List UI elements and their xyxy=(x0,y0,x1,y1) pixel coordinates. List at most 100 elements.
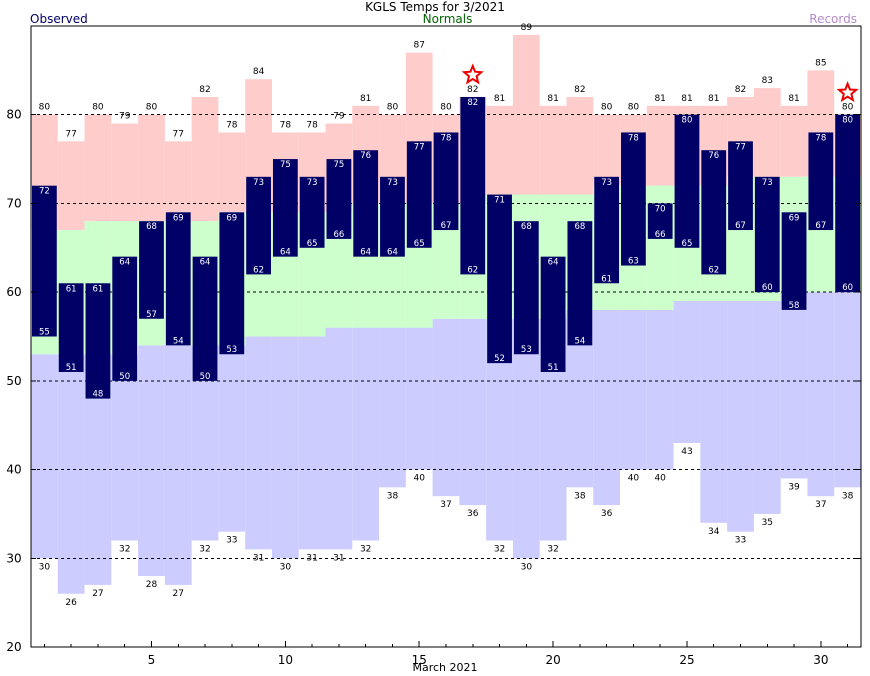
record-low-band-day-5 xyxy=(138,345,165,577)
record-low-band-day-14 xyxy=(379,327,406,488)
record-low-band-day-13 xyxy=(352,327,380,541)
observed-low-label-day-23: 63 xyxy=(628,257,639,267)
observed-low-label-day-1: 55 xyxy=(39,328,50,338)
record-low-band-day-15 xyxy=(405,327,433,470)
record-high-label-day-13: 81 xyxy=(360,94,371,104)
record-low-label-day-12: 31 xyxy=(333,553,344,563)
record-low-band-group xyxy=(31,292,861,594)
record-low-band-day-17 xyxy=(459,318,487,506)
record-low-label-day-20: 32 xyxy=(547,545,558,555)
observed-low-label-day-7: 50 xyxy=(200,372,211,382)
record-high-label-day-30: 85 xyxy=(815,58,826,68)
observed-low-label-day-2: 51 xyxy=(66,363,77,373)
record-low-band-day-2 xyxy=(57,354,85,594)
record-low-label-day-16: 37 xyxy=(440,500,451,510)
record-low-band-day-12 xyxy=(325,327,353,550)
record-high-band-day-29 xyxy=(780,105,808,177)
observed-bar-day-24 xyxy=(647,203,673,239)
observed-low-label-day-10: 64 xyxy=(280,248,291,258)
x-tick-label-10: 10 xyxy=(278,653,293,667)
observed-high-label-day-2: 61 xyxy=(66,284,77,294)
y-tick-label-70: 70 xyxy=(6,196,21,210)
observed-low-label-day-21: 54 xyxy=(574,336,585,346)
legend-observed: Observed xyxy=(30,12,88,26)
observed-bar-day-19 xyxy=(513,221,539,355)
y-tick-label-60: 60 xyxy=(6,285,21,299)
record-high-label-day-22: 80 xyxy=(601,103,613,113)
record-high-band-day-22 xyxy=(593,114,621,186)
record-high-label-day-31: 80 xyxy=(842,103,854,113)
observed-bar-day-26 xyxy=(701,150,727,275)
record-high-band-day-21 xyxy=(566,96,594,195)
record-high-band-day-24 xyxy=(646,105,674,186)
record-low-label-day-13: 32 xyxy=(360,545,371,555)
record-high-label-day-27: 82 xyxy=(735,85,746,95)
record-low-band-day-11 xyxy=(298,336,326,550)
record-low-label-day-15: 40 xyxy=(413,474,425,484)
observed-low-label-day-12: 66 xyxy=(333,230,344,240)
observed-bar-day-25 xyxy=(674,114,700,248)
observed-high-label-day-8: 69 xyxy=(226,213,237,223)
observed-high-label-day-4: 64 xyxy=(119,258,130,268)
record-low-label-day-25: 43 xyxy=(681,447,692,457)
record-high-label-day-1: 80 xyxy=(39,103,51,113)
observed-bar-day-2 xyxy=(58,283,84,372)
observed-low-label-day-17: 62 xyxy=(467,265,478,275)
observed-bar-day-20 xyxy=(540,256,566,372)
observed-high-label-day-12: 75 xyxy=(333,160,344,170)
record-low-band-day-16 xyxy=(432,318,460,497)
observed-high-label-day-22: 73 xyxy=(601,178,612,188)
observed-bar-day-31 xyxy=(835,114,860,293)
observed-low-label-day-24: 66 xyxy=(655,230,666,240)
observed-low-label-day-29: 58 xyxy=(789,301,800,311)
y-tick-label-50: 50 xyxy=(6,374,21,388)
record-high-label-day-7: 82 xyxy=(199,85,210,95)
x-axis-label: March 2021 xyxy=(412,661,478,674)
record-low-band-day-23 xyxy=(620,309,647,470)
observed-bar-day-1 xyxy=(32,185,57,337)
record-low-label-day-23: 40 xyxy=(628,474,640,484)
observed-high-label-day-14: 73 xyxy=(387,178,398,188)
record-high-band-day-28 xyxy=(753,88,781,177)
observed-low-label-day-27: 67 xyxy=(735,221,746,231)
observed-low-label-day-30: 67 xyxy=(815,221,826,231)
x-tick-label-25: 25 xyxy=(679,653,694,667)
observed-low-label-day-11: 65 xyxy=(307,239,318,249)
observed-bar-day-12 xyxy=(326,159,352,239)
record-high-label-day-8: 78 xyxy=(226,120,238,130)
record-high-label-day-16: 80 xyxy=(440,103,452,113)
record-high-label-day-18: 81 xyxy=(494,94,505,104)
observed-high-label-day-23: 78 xyxy=(628,133,639,143)
observed-high-label-day-21: 68 xyxy=(574,222,585,232)
observed-low-label-day-18: 52 xyxy=(494,354,505,364)
record-low-band-day-4 xyxy=(111,354,139,541)
observed-low-label-day-15: 65 xyxy=(414,239,425,249)
observed-bar-day-28 xyxy=(754,176,780,293)
record-low-label-day-17: 36 xyxy=(467,509,479,519)
record-high-label-day-10: 78 xyxy=(280,120,292,130)
observed-bar-day-7 xyxy=(192,256,218,381)
record-high-band-day-7 xyxy=(191,96,219,222)
observed-high-label-day-27: 77 xyxy=(735,142,746,152)
x-tick-label-5: 5 xyxy=(148,653,156,667)
observed-high-label-day-5: 68 xyxy=(146,222,157,232)
record-low-band-day-1 xyxy=(31,354,58,559)
record-low-band-day-31 xyxy=(834,292,861,488)
observed-bar-day-10 xyxy=(272,159,298,257)
observed-high-label-day-11: 73 xyxy=(307,178,318,188)
observed-high-label-day-18: 71 xyxy=(494,196,505,206)
record-low-label-day-28: 35 xyxy=(762,518,773,528)
record-high-label-day-5: 80 xyxy=(146,103,158,113)
observed-low-label-day-14: 64 xyxy=(387,248,398,258)
record-high-label-day-3: 80 xyxy=(92,103,104,113)
record-high-band-day-20 xyxy=(539,105,567,195)
record-low-label-day-14: 38 xyxy=(387,491,399,501)
legend-normals: Normals xyxy=(422,12,473,26)
observed-high-label-day-10: 75 xyxy=(280,160,291,170)
observed-bar-day-5 xyxy=(139,221,164,319)
observed-low-label-day-3: 48 xyxy=(93,390,104,400)
observed-bar-day-11 xyxy=(299,176,325,248)
observed-high-label-day-31: 80 xyxy=(842,116,853,126)
x-tick-label-20: 20 xyxy=(545,653,560,667)
